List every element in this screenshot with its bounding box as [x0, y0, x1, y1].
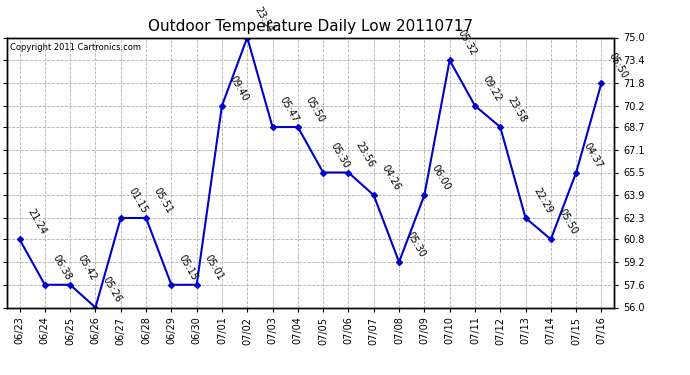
Text: 09:22: 09:22: [480, 74, 503, 103]
Text: 21:24: 21:24: [25, 207, 48, 237]
Text: 05:32: 05:32: [455, 28, 478, 57]
Text: 05:47: 05:47: [278, 95, 301, 124]
Text: Copyright 2011 Cartronics.com: Copyright 2011 Cartronics.com: [10, 43, 141, 52]
Text: 04:26: 04:26: [380, 164, 402, 192]
Text: 06:38: 06:38: [50, 253, 73, 282]
Text: 05:01: 05:01: [202, 253, 225, 282]
Text: 09:40: 09:40: [228, 74, 250, 103]
Text: 05:30: 05:30: [404, 230, 427, 259]
Text: 23:58: 23:58: [506, 95, 529, 124]
Text: 05:26: 05:26: [101, 276, 124, 305]
Title: Outdoor Temperature Daily Low 20110717: Outdoor Temperature Daily Low 20110717: [148, 18, 473, 33]
Text: 01:15: 01:15: [126, 186, 149, 215]
Text: 05:51: 05:51: [152, 186, 175, 215]
Text: 23:54: 23:54: [253, 6, 275, 35]
Text: 06:00: 06:00: [430, 164, 453, 192]
Text: 05:42: 05:42: [76, 253, 99, 282]
Text: 04:37: 04:37: [582, 141, 604, 170]
Text: 05:50: 05:50: [304, 95, 326, 124]
Text: 22:29: 22:29: [531, 186, 554, 215]
Text: 23:56: 23:56: [354, 141, 377, 170]
Text: 05:50: 05:50: [607, 51, 630, 80]
Text: 05:30: 05:30: [328, 141, 351, 170]
Text: 05:50: 05:50: [556, 207, 579, 237]
Text: 05:15: 05:15: [177, 253, 199, 282]
